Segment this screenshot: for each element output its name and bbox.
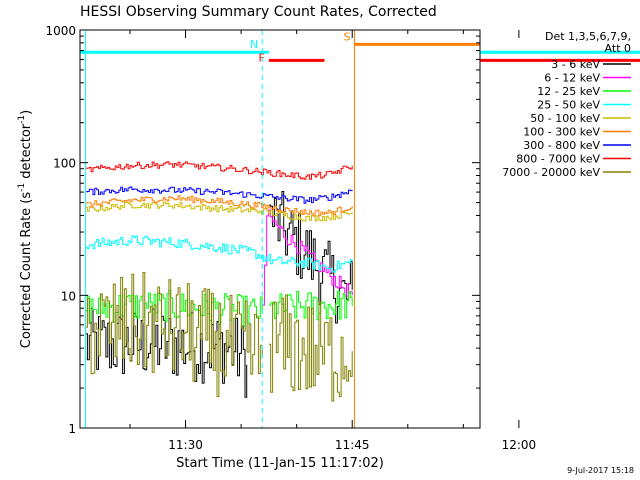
legend-label-8: 800 - 7000 keV — [516, 153, 600, 166]
x-tick-label-2: 11:45 — [335, 438, 370, 452]
y-axis-label: Corrected Count Rate (s-1 detector-1) — [17, 110, 34, 348]
y-axis: 1 10 100 1000 — [45, 24, 480, 436]
legend-label-7: 300 - 800 keV — [523, 139, 600, 152]
x-tick-label-3: 12:00 — [502, 438, 537, 452]
footer-date: 9-Jul-2017 15:18 — [567, 466, 634, 475]
legend-label-1: 3 - 6 keV — [551, 58, 600, 71]
series-50-100kev — [85, 201, 353, 222]
y-axis-label-part-2: detector — [19, 123, 34, 183]
series-25-50kev — [85, 235, 353, 273]
chart-title: HESSI Observing Summary Count Rates, Cor… — [80, 4, 437, 20]
legend-label-4: 25 - 50 keV — [537, 99, 600, 112]
y-axis-label-part-3: ) — [19, 110, 34, 115]
series-300-800kev — [85, 186, 353, 204]
legend-label-9: 7000 - 20000 keV — [502, 166, 600, 179]
series-100-300kev — [85, 195, 353, 217]
vline-layer — [85, 30, 355, 428]
series-line-8-segment-1 — [85, 161, 353, 180]
series-layer — [85, 161, 353, 402]
series-line-4-segment-1 — [85, 235, 353, 273]
series-800-7000kev — [85, 161, 353, 180]
x-tick-label-1: 11:30 — [168, 438, 203, 452]
legend-header-line-2: Att 0 — [605, 42, 631, 55]
flag-layer: FNS — [80, 30, 640, 64]
series-line-9-segment-2 — [268, 294, 353, 402]
legend-label-5: 50 - 100 keV — [530, 112, 600, 125]
flag-label-s: S — [343, 30, 350, 43]
legend-label-2: 6 - 12 keV — [544, 72, 600, 85]
x-axis-label: Start Time (11-Jan-15 11:17:02) — [176, 456, 384, 471]
series-6-12kev — [262, 209, 353, 306]
y-tick-label-4: 1000 — [45, 24, 76, 38]
series-line-2-segment-1 — [262, 209, 353, 306]
series-line-6-segment-1 — [85, 195, 353, 217]
y-tick-label-1: 1 — [68, 422, 76, 436]
y-tick-label-3: 100 — [53, 157, 76, 171]
plot-frame — [79, 29, 481, 429]
legend-label-3: 12 - 25 keV — [537, 85, 600, 98]
y-tick-label-2: 10 — [61, 289, 76, 303]
legend-label-6: 100 - 300 keV — [523, 126, 600, 139]
flag-label-n: N — [250, 38, 258, 51]
y-axis-label-exp-2: -1 — [17, 115, 27, 124]
y-axis-label-exp-1: -1 — [17, 183, 27, 192]
y-axis-label-part-1: Corrected Count Rate (s — [19, 192, 34, 349]
legend-header-line-1: Det 1,3,5,6,7,9, — [545, 30, 631, 43]
series-line-7-segment-1 — [85, 186, 353, 204]
series-line-5-segment-1 — [85, 201, 353, 222]
series-7000-20000kev — [85, 272, 353, 402]
series-line-9-segment-1 — [85, 272, 263, 397]
